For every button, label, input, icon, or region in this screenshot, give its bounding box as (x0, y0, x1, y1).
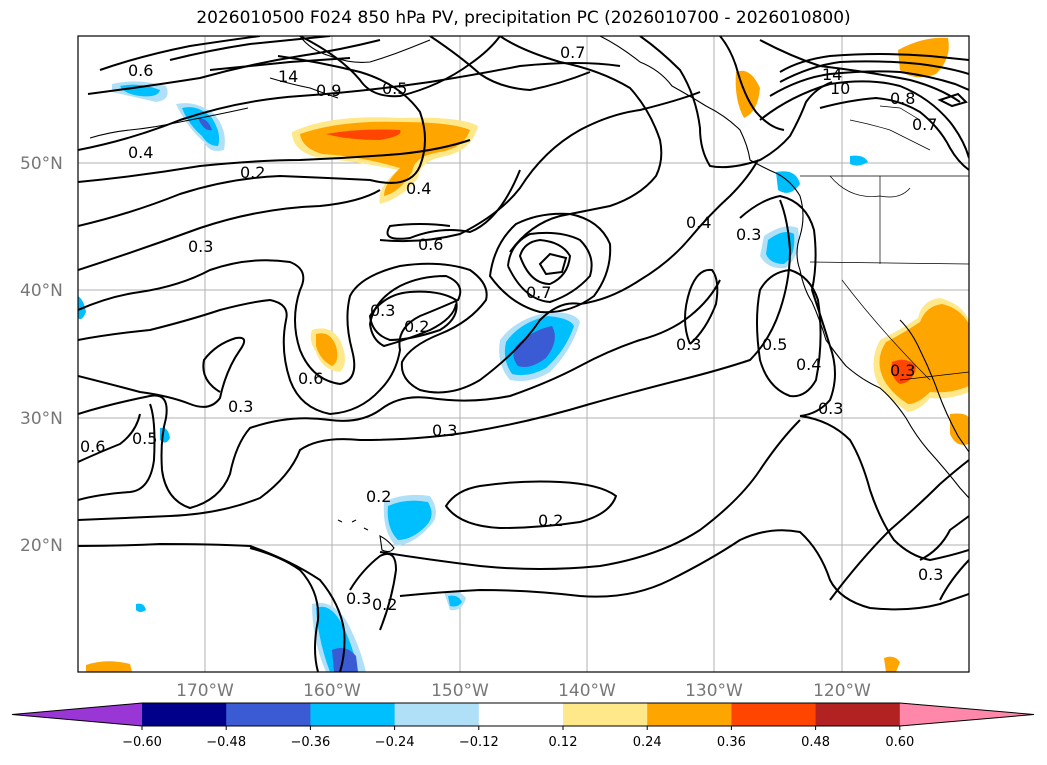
contour-label: 0.3 (736, 225, 761, 244)
lon-label: 170°W (176, 681, 234, 701)
colorbar-tick-label: −0.36 (290, 735, 330, 750)
contour-label: 0.2 (404, 317, 429, 336)
colorbar-tick-label: −0.48 (206, 735, 246, 750)
colorbar-tick-label: 0.12 (549, 735, 578, 750)
lat-label: 40°N (20, 281, 63, 301)
lon-label: 130°W (685, 681, 743, 701)
lon-label: 150°W (431, 681, 489, 701)
contour-label: 14 (278, 67, 298, 86)
contour-label: 0.3 (370, 301, 395, 320)
colorbar-segment (226, 703, 311, 726)
contour-label: 14 (822, 65, 842, 84)
contour-label: 0.2 (366, 487, 391, 506)
colorbar-tick-label: 0.36 (717, 735, 746, 750)
colorbar-segment (815, 703, 901, 726)
contour-label: 0.2 (240, 163, 265, 182)
colorbar-extend-high (899, 703, 1034, 726)
colorbar-tick-label: −0.60 (122, 735, 162, 750)
contour-label: 0.3 (188, 237, 213, 256)
latitude-labels: 50°N 40°N 30°N 20°N (20, 154, 63, 556)
contour-label: 0.5 (762, 335, 787, 354)
longitude-labels: 170°W 160°W 150°W 140°W 130°W 120°W (176, 681, 871, 701)
lat-label: 30°N (20, 409, 63, 429)
contour-label: 0.2 (538, 511, 563, 530)
colorbar-tick-label: 0.60 (885, 735, 914, 750)
colorbar-segment (310, 703, 396, 726)
contour-label: 0.3 (432, 421, 457, 440)
contour-label: 0.5 (382, 79, 407, 98)
lon-label: 160°W (303, 681, 361, 701)
contour-labels: 0.6 14 0.9 0.5 0.7 14 10 0.8 0.7 0.4 0.2… (80, 43, 943, 614)
colorbar-segment (731, 703, 817, 726)
lat-label: 20°N (20, 536, 63, 556)
contour-label: 0.4 (406, 179, 431, 198)
contour-label: 0.5 (132, 429, 157, 448)
contour-label: 0.3 (346, 589, 371, 608)
contour-label: 0.7 (560, 43, 585, 62)
colorbar-segment (142, 703, 227, 726)
colorbar-extend-low (12, 703, 142, 726)
map-title: 2026010500 F024 850 hPa PV, precipitatio… (196, 8, 851, 28)
contour-label: 0.9 (316, 81, 341, 100)
contour-label: 0.6 (80, 437, 105, 456)
colorbar-tick-label: −0.24 (375, 735, 415, 750)
lon-label: 120°W (813, 681, 871, 701)
contour-label: 0.3 (228, 397, 253, 416)
map-content: 0.6 14 0.9 0.5 0.7 14 10 0.8 0.7 0.4 0.2… (78, 36, 969, 672)
political-borders (800, 105, 969, 381)
contour-label: 0.6 (418, 235, 443, 254)
contour-label: 0.3 (918, 565, 943, 584)
colorbar-segment (647, 703, 732, 726)
lon-label: 140°W (558, 681, 616, 701)
contour-label: 0.6 (298, 369, 323, 388)
lat-label: 50°N (20, 154, 63, 174)
contour-label: 0.4 (796, 355, 821, 374)
pv-contours (78, 36, 969, 672)
colorbar-segment (394, 703, 480, 726)
contour-label: 10 (830, 79, 850, 98)
contour-label: 0.3 (818, 399, 843, 418)
contour-label: 0.8 (890, 89, 915, 108)
precipitation-shading (78, 37, 969, 672)
colorbar-segment (563, 703, 648, 726)
contour-label: 0.7 (912, 115, 937, 134)
contour-label: 0.6 (128, 61, 153, 80)
contour-label: 0.3 (676, 335, 701, 354)
colorbar-segment (478, 703, 564, 726)
colorbar-tick-label: −0.12 (459, 735, 499, 750)
colorbar-tick-label: 0.48 (801, 735, 830, 750)
colorbar-tick-label: 0.24 (633, 735, 662, 750)
contour-label: 0.3 (890, 361, 915, 380)
contour-label: 0.2 (372, 595, 397, 614)
contour-label: 0.4 (686, 213, 711, 232)
contour-label: 0.7 (526, 283, 551, 302)
map-frame (77, 35, 970, 673)
colorbar: −0.60 −0.48 −0.36 −0.24 −0.12 0.12 0.24 0.36 0.4… (11, 702, 1035, 750)
contour-label: 0.4 (128, 143, 153, 162)
